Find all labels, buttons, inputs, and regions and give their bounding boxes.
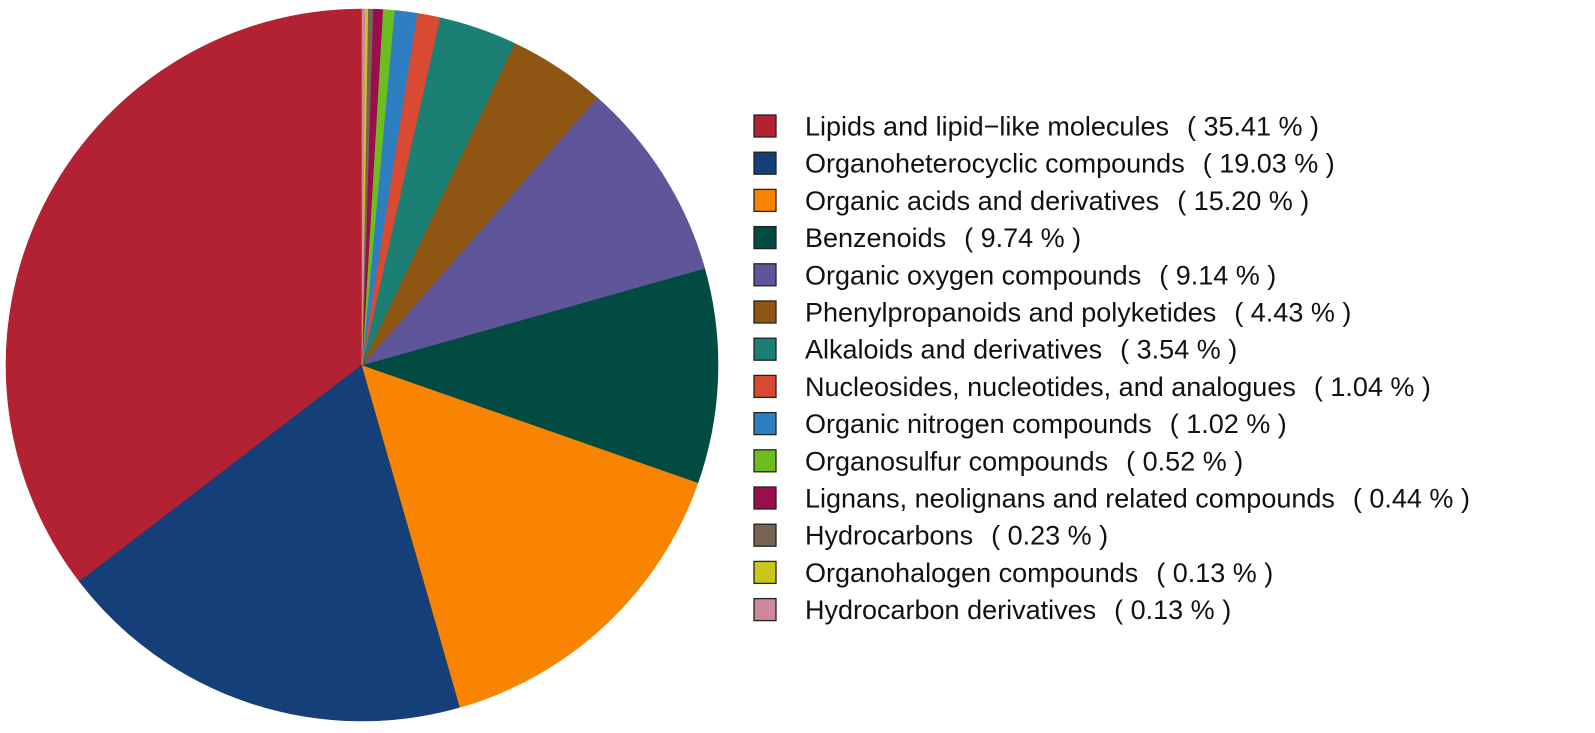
legend-label: Phenylpropanoids and polyketides ( 4.43 %… xyxy=(805,298,1351,328)
pie-slice xyxy=(361,8,366,366)
legend-category: Organohalogen compounds xyxy=(805,558,1138,588)
legend-category: Lipids and lipid−like molecules xyxy=(805,112,1169,142)
legend-percent: ( 0.23 % ) xyxy=(991,521,1108,551)
legend-swatch xyxy=(753,300,777,324)
legend-swatch xyxy=(753,411,777,436)
legend-percent: ( 0.13 % ) xyxy=(1156,558,1273,588)
pie-slice xyxy=(5,8,363,583)
legend-percent: ( 4.43 % ) xyxy=(1234,298,1351,328)
legend-label: Organic nitrogen compounds ( 1.02 % ) xyxy=(805,409,1287,439)
legend-swatch xyxy=(753,114,777,138)
legend: Lipids and lipid−like molecules ( 35.41 %… xyxy=(753,112,1470,625)
legend-swatch xyxy=(753,188,777,213)
legend-category: Organic acids and derivatives xyxy=(805,186,1159,216)
legend-label: Organic acids and derivatives ( 15.20 % ) xyxy=(805,186,1309,216)
legend-label: Nucleosides, nucleotides, and analogues (… xyxy=(805,372,1431,402)
legend-swatch xyxy=(753,337,777,361)
legend-label: Hydrocarbon derivatives ( 0.13 % ) xyxy=(805,595,1231,625)
legend-label: Organoheterocyclic compounds ( 19.03 % ) xyxy=(805,149,1335,179)
legend-category: Organic nitrogen compounds xyxy=(805,409,1152,439)
legend-percent: ( 9.74 % ) xyxy=(964,223,1081,253)
pie-slices xyxy=(5,8,719,722)
legend-category: Hydrocarbons xyxy=(805,521,973,551)
legend-swatch xyxy=(753,374,777,399)
legend-category: Nucleosides, nucleotides, and analogues xyxy=(805,372,1296,402)
legend-swatch xyxy=(753,597,777,622)
legend-label: Hydrocarbons ( 0.23 % ) xyxy=(805,521,1108,551)
pie-slice xyxy=(79,364,461,722)
legend-swatch xyxy=(753,560,777,585)
legend-percent: ( 35.41 % ) xyxy=(1187,112,1319,142)
legend-label: Alkaloids and derivatives ( 3.54 % ) xyxy=(805,335,1237,365)
legend-swatch xyxy=(753,486,777,510)
legend-percent: ( 15.20 % ) xyxy=(1177,186,1309,216)
pie-slice xyxy=(361,97,705,366)
legend-category: Hydrocarbon derivatives xyxy=(805,595,1096,625)
pie-slice xyxy=(361,267,719,484)
legend-swatch xyxy=(753,523,777,547)
legend-category: Alkaloids and derivatives xyxy=(805,335,1102,365)
legend-percent: ( 9.14 % ) xyxy=(1159,260,1276,290)
legend-label: Lignans, neolignans and related compound… xyxy=(805,484,1470,514)
legend-label: Organosulfur compounds ( 0.52 % ) xyxy=(805,446,1243,476)
legend-percent: ( 3.54 % ) xyxy=(1120,335,1237,365)
legend-percent: ( 0.44 % ) xyxy=(1353,484,1470,514)
pie-slice xyxy=(361,364,699,708)
legend-category: Organic oxygen compounds xyxy=(805,260,1141,290)
legend-category: Organosulfur compounds xyxy=(805,446,1108,476)
legend-swatch xyxy=(753,225,777,250)
legend-label: Organic oxygen compounds ( 9.14 % ) xyxy=(805,260,1276,290)
legend-label: Organohalogen compounds ( 0.13 % ) xyxy=(805,558,1273,588)
legend-percent: ( 0.52 % ) xyxy=(1126,446,1243,476)
legend-swatch xyxy=(753,449,777,473)
legend-category: Lignans, neolignans and related compound… xyxy=(805,484,1335,514)
legend-label: Benzenoids ( 9.74 % ) xyxy=(805,223,1081,253)
legend-category: Organoheterocyclic compounds xyxy=(805,149,1185,179)
legend-swatch xyxy=(753,151,777,175)
legend-category: Benzenoids xyxy=(805,223,946,253)
legend-percent: ( 0.13 % ) xyxy=(1114,595,1231,625)
legend-label: Lipids and lipid−like molecules ( 35.41 %… xyxy=(805,112,1319,142)
legend-percent: ( 19.03 % ) xyxy=(1203,149,1335,179)
legend-category: Phenylpropanoids and polyketides xyxy=(805,298,1216,328)
legend-percent: ( 1.04 % ) xyxy=(1314,372,1431,402)
legend-percent: ( 1.02 % ) xyxy=(1170,409,1287,439)
legend-swatch xyxy=(753,263,777,287)
